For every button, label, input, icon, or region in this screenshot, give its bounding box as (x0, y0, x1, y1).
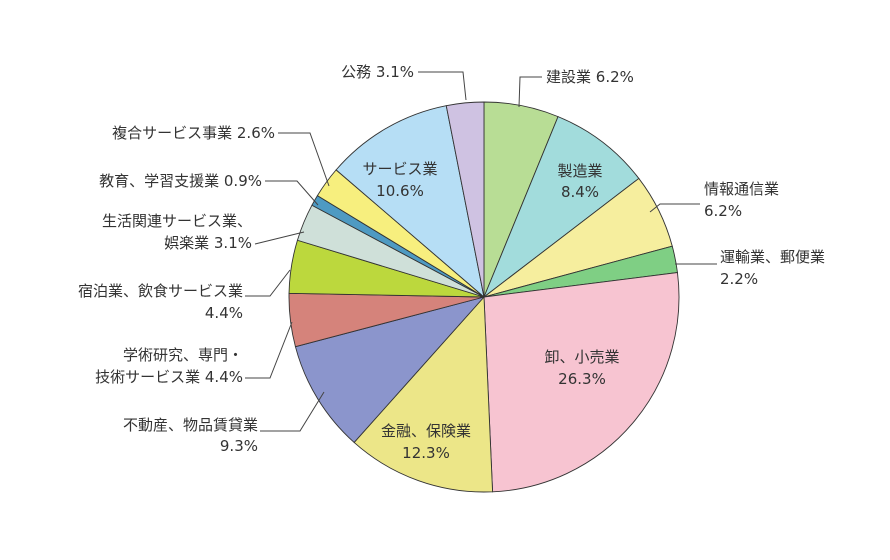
slice-value-shukuhaku: 4.4% (205, 304, 243, 322)
pie-slice-1 (482, 116, 640, 299)
slice-label-joho: 情報通信業 (704, 180, 779, 198)
leader-line (278, 132, 330, 187)
slice-label-kinyu: 金融、保険業 (381, 422, 471, 440)
leader-line (418, 71, 467, 101)
pie-slice-4 (483, 272, 680, 493)
leader-line (245, 321, 293, 379)
slice-label-unyu: 運輸業、郵便業 (720, 248, 825, 266)
slice-label-fukugo: 複合サービス事業 2.6% (112, 124, 275, 142)
slice-label-kensetsu: 建設業 6.2% (546, 68, 634, 86)
slice-label-fudosan: 不動産、物品賃貸業 (123, 416, 258, 434)
slice-value-unyu: 2.2% (720, 270, 758, 288)
leader-line (518, 76, 542, 108)
pie-slice-6 (294, 296, 486, 444)
slice-label-seikatsu-line1: 生活関連サービス業、 (102, 212, 252, 230)
leader-lines (245, 71, 717, 432)
leader-line (260, 391, 325, 432)
pie-slices (288, 101, 680, 493)
slice-label-seikatsu-line2: 娯楽業 3.1% (164, 234, 252, 252)
slice-label-seizo: 製造業 (557, 162, 602, 180)
pie-slice-12 (335, 105, 485, 299)
slice-value-joho: 6.2% (704, 202, 742, 220)
slice-value-oroshi: 26.3% (558, 370, 606, 388)
slice-label-oroshi: 卸、小売業 (544, 348, 619, 366)
leader-line (245, 269, 291, 297)
slice-label-kyoiku: 教育、学習支援業 0.9% (99, 172, 262, 190)
slice-label-gakujutsu-line1: 学術研究、専門・ (123, 346, 243, 364)
slice-value-fudosan: 9.3% (220, 437, 258, 455)
leader-line (254, 231, 305, 245)
slice-label-komu: 公務 3.1% (341, 63, 414, 81)
slice-label-service: サービス業 (362, 160, 437, 178)
slice-value-kinyu: 12.3% (402, 444, 450, 462)
slice-value-seizo: 8.4% (561, 183, 599, 201)
leader-line (649, 203, 700, 213)
slice-labels: 建設業 6.2% 製造業 8.4% 情報通信業 6.2% 運輸業、郵便業 2.2… (78, 63, 825, 462)
leader-line (265, 180, 319, 206)
slice-label-gakujutsu-line2: 技術サービス業 4.4% (95, 368, 243, 386)
slice-label-shukuhaku: 宿泊業、飲食サービス業 (78, 282, 243, 300)
pie-slice-13 (445, 101, 485, 298)
slice-value-service: 10.6% (376, 182, 424, 200)
pie-slice-5 (353, 295, 494, 493)
